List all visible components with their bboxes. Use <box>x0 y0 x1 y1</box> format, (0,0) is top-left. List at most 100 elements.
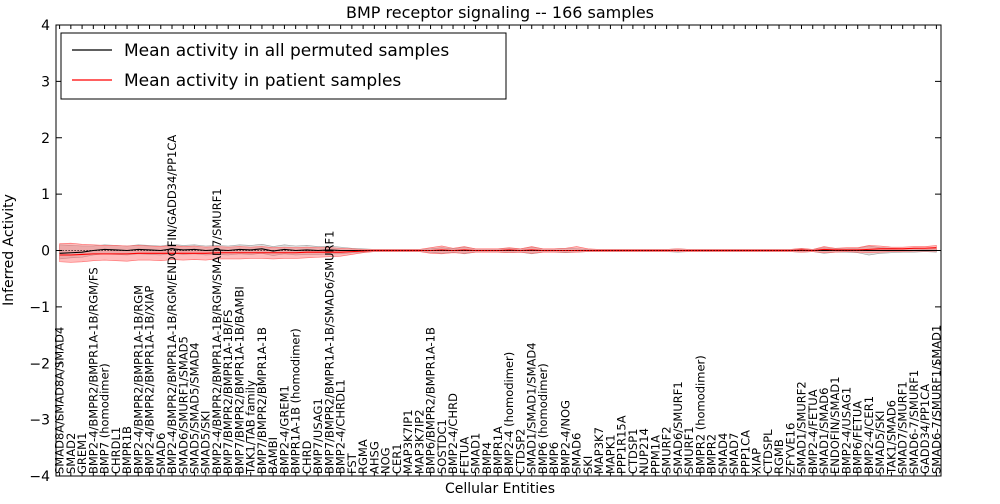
x-tick-label: BMP7 (homodimer) <box>98 363 112 474</box>
x-tick-label: SMAD1/SMAD1/SMAD4 <box>525 342 539 474</box>
x-tick-label: FST <box>345 452 359 474</box>
x-tick-label: SMAD4 <box>716 433 730 474</box>
y-tick-label: 2 <box>41 131 50 147</box>
x-tick-label: BMP2-4/GREM1 <box>277 385 291 474</box>
x-tick-label: BMP7/USAG1 <box>311 398 325 474</box>
x-tick-label: BMP7/BMPR2/BMPR1A-1B <box>255 327 269 474</box>
x-tick-label: CHRD <box>300 440 314 474</box>
y-tick-label: 3 <box>41 74 50 90</box>
legend-box <box>60 32 507 100</box>
x-tick-label: BMP7/BMPR2/BMPR1A-1B/BAMBI <box>232 286 246 474</box>
y-axis: −4 −3 −2 −1 0 1 2 3 4 <box>29 18 941 485</box>
x-tick-label: BMP2-4/BMPR2/BMPR1A-1B/XIAP <box>143 286 157 474</box>
x-tick-label: BMPR2 <box>705 434 719 474</box>
x-tick-label: BMP6 <box>547 442 561 474</box>
x-tick-label: AHSG <box>367 441 381 474</box>
legend-label-patient: Mean activity in patient samples <box>124 71 401 91</box>
x-tick-label: SMAD2 <box>64 433 78 474</box>
x-tick-label: CTDSP2 <box>513 429 527 474</box>
y-tick-label: −4 <box>29 469 50 485</box>
x-tick-label: MAP3K7IP1 <box>401 409 415 474</box>
x-tick-label: BMPR1A-1B (homodimer) <box>289 328 303 474</box>
x-tick-label: SMAD6 <box>570 433 584 474</box>
x-tick-label: BMP7/BMPR2/BMPR1A-1B/FS <box>221 310 235 474</box>
x-tick-label: SMAD6 <box>154 433 168 474</box>
band-patient <box>59 242 937 263</box>
x-tick-label: TAK1/TAB family <box>244 380 258 475</box>
x-tick-label: SMAD8A/SMAD8A/SMAD4 <box>53 327 67 474</box>
x-tick-label: CTDSPL <box>761 429 775 474</box>
band-permuted <box>59 243 937 260</box>
x-tick-label: BMP2-4/NOG <box>558 400 572 474</box>
x-tick-label: SKI <box>581 456 595 474</box>
x-tick-label: SMAD1/SMAD6 <box>817 388 831 474</box>
x-tick-label: BMPR1B <box>120 426 134 474</box>
y-tick-label: −1 <box>29 300 50 316</box>
x-tick-label: BMP7/BMPR2/BMPR1A-1B/SMAD6/SMURF1 <box>322 231 336 474</box>
chart-title: BMP receptor signaling -- 166 samples <box>346 3 654 22</box>
x-tick-label: SMAD6/SMURF1 <box>671 381 685 474</box>
x-tick-label: FETUA <box>457 437 471 474</box>
x-tick-label: SMAD6/SMURF1/SMAD5 <box>176 336 190 474</box>
x-tick-label: ZFYVE16 <box>783 423 797 474</box>
legend: Mean activity in all permuted samples Me… <box>60 32 507 100</box>
confidence-bands <box>59 242 937 263</box>
x-tick-label: PPP1CA <box>738 430 752 474</box>
x-tick-label: NUP214 <box>637 428 651 474</box>
x-tick-label: SMAD5/SKI <box>199 411 213 474</box>
x-tick-label: BMP2-4/CER1 <box>862 396 876 474</box>
x-tick-label: BMP4 <box>480 442 494 474</box>
x-tick-label: BMP2-4/USAG1 <box>839 387 853 474</box>
x-tick-label: BMPR1A <box>491 426 505 474</box>
x-tick-label: BMP2-4/FETUA <box>806 389 820 474</box>
x-tick-label: BMP2-4/BMPR2/BMPR1A-1B/RGM/ENDOFIN/GADD3… <box>165 135 179 474</box>
y-tick-label: −2 <box>29 356 50 372</box>
y-tick-label: −3 <box>29 413 50 429</box>
y-axis-label: Inferred Activity <box>1 194 17 306</box>
legend-label-permuted: Mean activity in all permuted samples <box>124 41 449 61</box>
x-tick-label: BMP6 (homodimer) <box>536 363 550 474</box>
x-tick-label: GADD34/PP1CA <box>918 384 932 474</box>
x-tick-label: CER1 <box>390 443 404 474</box>
x-tick-label: BMP2-4/BMPR2/BMPR1A-1B/RGM <box>131 285 145 474</box>
x-tick-label: BMP6/FETUA <box>851 401 865 474</box>
x-tick-label: SOSTDC1 <box>435 419 449 474</box>
x-tick-label: MAP3K7 <box>592 427 606 474</box>
x-tick-label: NOG <box>379 447 393 474</box>
x-tick-label: BMP2-4/CHRD <box>446 393 460 474</box>
x-tick-label: SMAD7/SMURF1 <box>896 381 910 474</box>
x-tick-label: BMP2-4 (homodimer) <box>502 352 516 474</box>
x-tick-label: CTDSP1 <box>626 429 640 474</box>
x-tick-label: PPP1R15A <box>615 415 629 474</box>
x-tick-label: SMURF1 <box>682 426 696 474</box>
y-tick-label: 0 <box>41 244 50 260</box>
x-tick-label: SMAD5/SKI <box>873 411 887 474</box>
x-tick-label: SMAD1 <box>469 433 483 474</box>
x-tick-label: BAMBI <box>266 437 280 474</box>
x-tick-label: CHRDL1 <box>109 427 123 474</box>
y-tick-label: 4 <box>41 18 50 34</box>
x-tick-label: GREM1 <box>75 433 89 474</box>
x-tick-label: PPM1A <box>648 435 662 474</box>
x-tick-label: MAP3K7IP2 <box>412 409 426 474</box>
x-tick-label: BMP2-4/BMPR2/BMPR1A-1B/RGM/SMAD7/SMURF1 <box>210 188 224 474</box>
x-tick-label: SMAD7 <box>727 433 741 474</box>
x-tick-label: TAK1/SMAD6 <box>884 400 898 475</box>
x-tick-label: MAPK1 <box>603 434 617 474</box>
y-tick-label: 1 <box>41 187 50 203</box>
x-axis: SMAD8A/SMAD8A/SMAD4SMAD2GREM1BMP2-4/BMPR… <box>53 25 943 476</box>
x-tick-label: RGMA <box>356 439 370 474</box>
x-tick-label: BMP2-4/BMPR2/BMPR1A-1B/RGM/FS <box>86 267 100 474</box>
x-tick-label: RGMB <box>772 439 786 474</box>
x-tick-label: BMP6/BMPR2/BMPR1A-1B <box>424 327 438 474</box>
x-tick-label: XIAP <box>750 448 764 474</box>
x-tick-label: BMP2-4/CHRDL1 <box>334 379 348 474</box>
x-tick-label: SMAD5/SMAD5/SMAD4 <box>187 342 201 474</box>
x-tick-label: SMAD1/SMURF2 <box>795 381 809 474</box>
x-tick-label: ENDOFIN/SMAD1 <box>828 376 842 474</box>
x-axis-label: Cellular Entities <box>445 481 555 497</box>
x-tick-label: SMAD6-7/SMURF1/SMAD1 <box>929 325 943 474</box>
x-tick-label: SMURF2 <box>660 426 674 474</box>
